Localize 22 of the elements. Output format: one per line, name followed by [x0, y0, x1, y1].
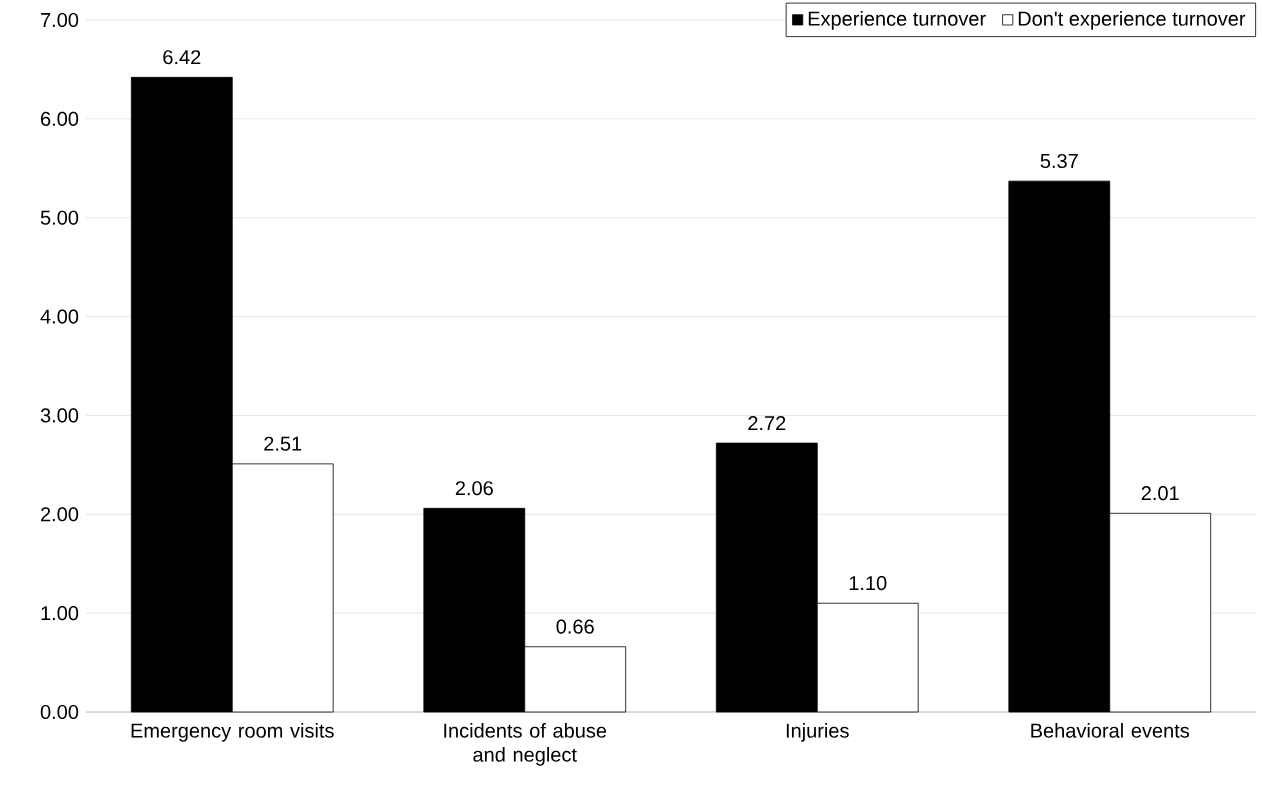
y-tick-label: 7.00	[41, 12, 79, 28]
y-tick-label: 4.00	[40, 309, 79, 324]
x-tick-label: Incidents of abuse and neglect	[444, 723, 607, 766]
x-tick-label: Injuries	[786, 723, 849, 742]
y-tick-label: 6.00	[41, 111, 79, 126]
data-label: 0.66	[556, 619, 594, 634]
data-label: 2.01	[1141, 486, 1179, 501]
y-tick-label: 2.00	[41, 507, 79, 522]
data-label: 5.37	[1040, 153, 1078, 169]
data-label: 1.10	[849, 576, 887, 591]
y-tick-label: 1.00	[41, 606, 79, 621]
data-label: 6.42	[163, 50, 201, 65]
data-label: 2.51	[264, 436, 302, 451]
data-label: 2.06	[455, 481, 493, 496]
legend-label: Experience turnover	[808, 11, 986, 30]
y-tick-label: 3.00	[40, 408, 79, 423]
y-tick-label: 0.00	[40, 704, 79, 720]
y-tick-label: 5.00	[40, 210, 79, 225]
data-label: 2.72	[748, 416, 786, 431]
x-tick-label: Behavioral events	[1031, 723, 1190, 738]
x-tick-label: Emergency room visits	[131, 723, 334, 742]
legend-label: Don't experience turnover	[1018, 11, 1246, 30]
